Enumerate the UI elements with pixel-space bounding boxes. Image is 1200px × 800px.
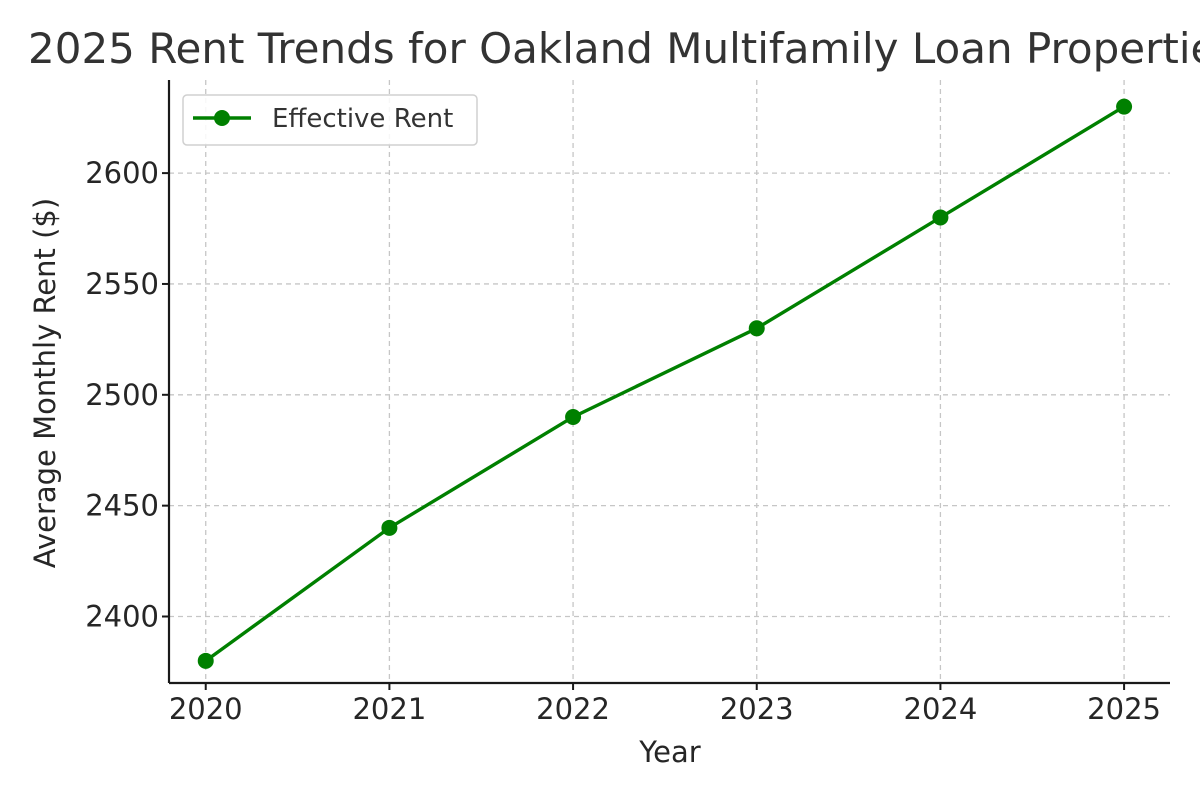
y-tick-label: 2400 bbox=[85, 599, 159, 633]
axes bbox=[162, 80, 1170, 690]
y-tick-label: 2500 bbox=[85, 378, 159, 412]
legend: Effective Rent bbox=[182, 94, 478, 146]
y-tick-label: 2600 bbox=[85, 156, 159, 190]
x-tick-label: 2022 bbox=[536, 692, 610, 726]
data-point bbox=[748, 320, 765, 337]
y-axis-label: Average Monthly Rent ($) bbox=[28, 198, 62, 568]
tick-labels: 2020 2021 2022 2023 2024 2025 2400 2450 2500 2550… bbox=[85, 156, 1161, 726]
data-point bbox=[932, 209, 949, 226]
series-line bbox=[204, 104, 1126, 663]
x-tick-label: 2025 bbox=[1087, 692, 1161, 726]
y-tick-label: 2450 bbox=[85, 489, 159, 523]
data-point bbox=[1116, 98, 1133, 115]
legend-box bbox=[182, 94, 478, 146]
data-point bbox=[197, 652, 214, 669]
data-point bbox=[381, 519, 398, 536]
x-tick-label: 2024 bbox=[904, 692, 978, 726]
data-point bbox=[565, 408, 582, 425]
series-layer bbox=[197, 98, 1133, 669]
y-tick-label: 2550 bbox=[85, 267, 159, 301]
x-axis-label: Year bbox=[638, 735, 700, 769]
legend-marker-swatch bbox=[214, 110, 230, 126]
legend-label: Effective Rent bbox=[272, 104, 453, 134]
x-tick-label: 2021 bbox=[352, 692, 426, 726]
chart-title: 2025 Rent Trends for Oakland Multifamily… bbox=[28, 24, 1200, 73]
grid-lines bbox=[169, 80, 1170, 683]
x-tick-label: 2023 bbox=[720, 692, 794, 726]
x-tick-label: 2020 bbox=[169, 692, 243, 726]
